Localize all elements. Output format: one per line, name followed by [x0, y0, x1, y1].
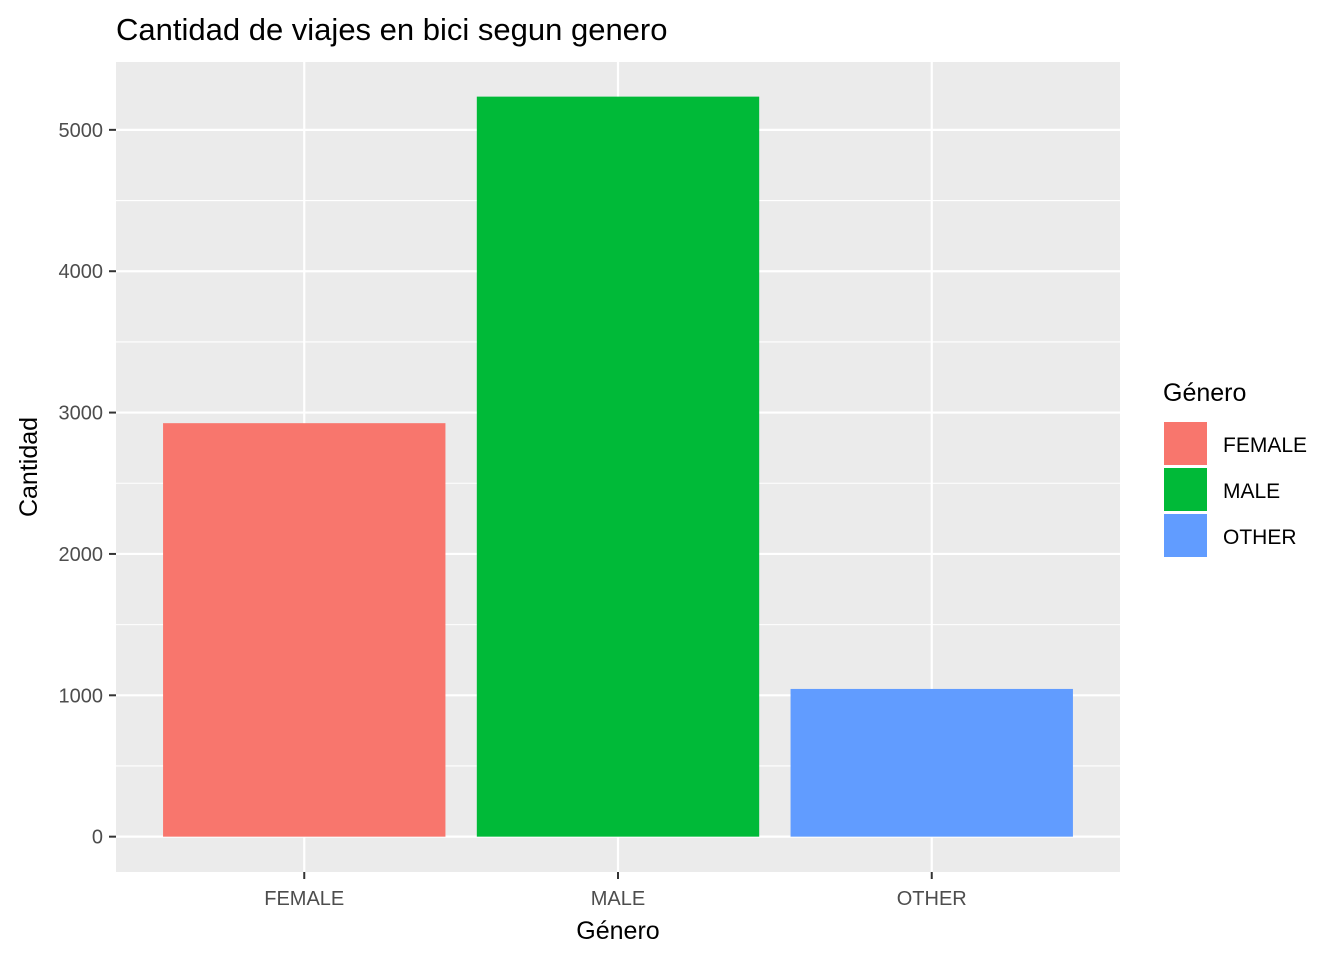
bar-other [790, 688, 1073, 837]
x-axis: FEMALE MALE OTHER [264, 872, 967, 910]
y-tick-label: 1000 [59, 685, 104, 707]
x-tick-label: OTHER [897, 888, 967, 910]
legend-key-other [1164, 514, 1207, 557]
y-axis: 0 1000 2000 3000 4000 5000 [59, 120, 116, 849]
y-tick-label: 2000 [59, 544, 104, 566]
legend-title: Género [1163, 379, 1246, 407]
bars [163, 96, 1073, 837]
legend-key-female [1164, 422, 1207, 465]
x-axis-title: Género [576, 917, 659, 945]
bar-male [476, 96, 760, 837]
y-axis-title: Cantidad [15, 417, 43, 517]
x-tick-label: FEMALE [264, 888, 344, 910]
legend-label: FEMALE [1223, 434, 1307, 457]
y-tick-label: 0 [92, 827, 103, 849]
chart-title: Cantidad de viajes en bici segun genero [116, 12, 668, 47]
x-tick-label: MALE [591, 888, 645, 910]
y-tick-label: 5000 [59, 120, 104, 142]
y-tick-label: 3000 [59, 403, 104, 425]
legend: Género FEMALE MALE OTHER [1163, 379, 1307, 557]
bar-female [163, 423, 446, 837]
legend-label: MALE [1223, 480, 1280, 503]
y-tick-label: 4000 [59, 261, 104, 283]
legend-key-male [1164, 468, 1207, 511]
legend-label: OTHER [1223, 526, 1297, 549]
